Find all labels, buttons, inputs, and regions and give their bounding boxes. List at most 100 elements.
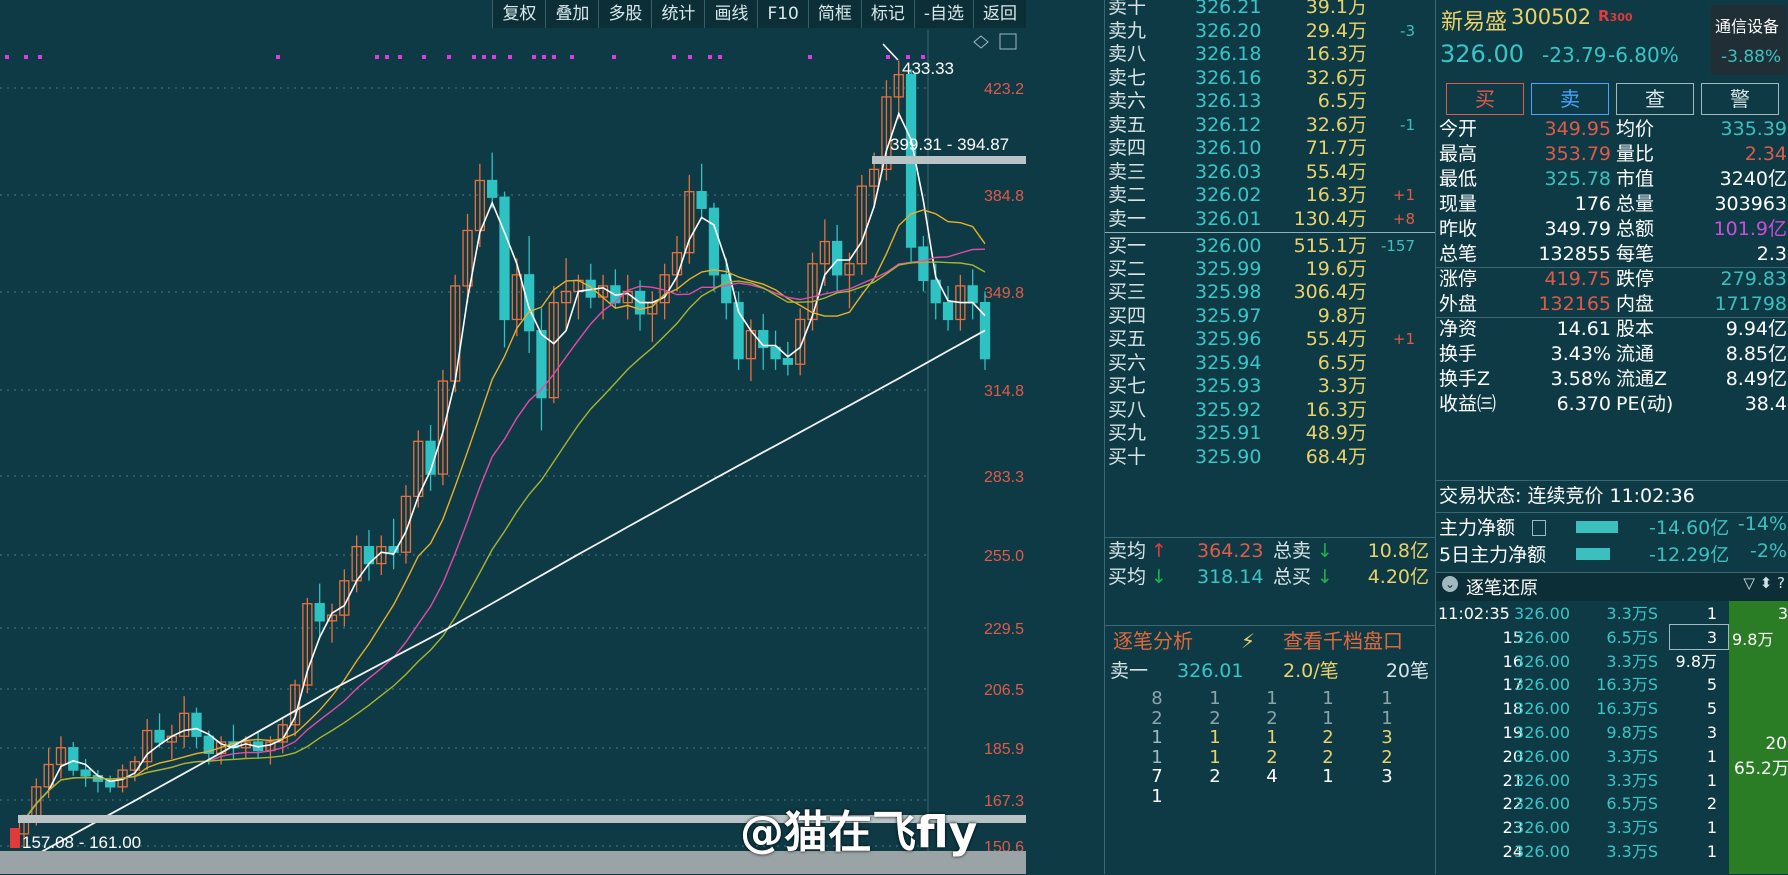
main-flow-bar xyxy=(1576,521,1618,533)
toolbar-button-0[interactable]: 复权 xyxy=(492,0,545,28)
high-price-label: 433.33 xyxy=(902,59,954,78)
trade-cell: 1 xyxy=(1706,842,1717,861)
ask-level-label: 卖七 xyxy=(1108,66,1147,89)
stat-label: 量比 xyxy=(1616,143,1655,165)
sell-button[interactable]: 卖 xyxy=(1531,83,1609,115)
tick-analysis-tab[interactable]: 逐笔分析 xyxy=(1113,629,1193,653)
event-marker xyxy=(708,55,712,59)
ask-row[interactable]: 卖八 326.18 16.3万 xyxy=(1105,41,1435,67)
ask-row[interactable]: 卖一 326.01 130.4万 +8 xyxy=(1105,206,1435,232)
ask-row[interactable]: 卖六 326.13 6.5万 xyxy=(1105,88,1435,114)
tick-grid-row: 7 2 4 1 3 xyxy=(1105,766,1435,788)
ask-row[interactable]: 卖四 326.10 71.7万 xyxy=(1105,135,1435,161)
trade-cell: 326.00 xyxy=(1514,818,1570,838)
badge-sub: 300 xyxy=(1609,11,1633,24)
candle-body xyxy=(967,285,978,304)
candle-body xyxy=(43,763,54,788)
bid-row[interactable]: 买一 326.00 515.1万 -157 xyxy=(1105,232,1435,259)
down-arrow-icon: ↓ xyxy=(1317,540,1333,562)
sector-change: -3.88% xyxy=(1721,47,1782,67)
ask-row[interactable]: 卖十 326.21 39.1万 xyxy=(1105,0,1435,20)
price-tick-label: 206.5 xyxy=(984,682,1024,699)
bid-row[interactable]: 买七 325.93 3.3万 xyxy=(1105,373,1435,399)
price-tick-label: 423.2 xyxy=(984,81,1024,98)
candle-body xyxy=(807,263,818,321)
bid-volume: 515.1万 xyxy=(1293,235,1367,257)
ask-average-row: 卖均 ↑ 364.23 总卖 ↓ 10.8亿 xyxy=(1105,537,1435,564)
candle-body xyxy=(536,329,547,399)
toolbar-button-7[interactable]: 标记 xyxy=(860,0,914,28)
toolbar-button-9[interactable]: 返回 xyxy=(973,0,1026,28)
kline-chart-panel[interactable]: 复权 叠加 多股 统计 画线 F10 简框 标记 -自选 返回 423.2 384.8 349.8 31… xyxy=(0,0,1026,874)
ask-level-label: 卖三 xyxy=(1108,160,1147,183)
event-marker xyxy=(921,55,925,59)
trade-cell: 11:02:35 xyxy=(1438,604,1510,623)
bid-row[interactable]: 买四 325.97 9.8万 xyxy=(1105,303,1435,329)
divider xyxy=(1436,267,1788,268)
toolbar-button-5[interactable]: F10 xyxy=(757,0,807,28)
toolbar-button-2[interactable]: 多股 xyxy=(598,0,651,28)
bid-row[interactable]: 买六 325.94 6.5万 xyxy=(1105,350,1435,376)
bid-volume: 9.8万 xyxy=(1317,304,1367,327)
tick-grid-cell: 2 xyxy=(1209,766,1221,787)
ask-price: 326.03 xyxy=(1195,160,1262,183)
trade-row: 11:02:35 326.00 3.3万S 1 3 xyxy=(1436,602,1788,626)
event-marker xyxy=(492,55,496,59)
bid-row[interactable]: 买二 325.99 19.6万 xyxy=(1105,256,1435,282)
flow5-bar xyxy=(1576,548,1610,560)
candle-body xyxy=(462,229,473,287)
toolbar-button-8[interactable]: -自选 xyxy=(913,0,973,28)
ask-row[interactable]: 卖三 326.03 55.4万 xyxy=(1105,159,1435,185)
candle-body xyxy=(881,96,892,171)
buy-button[interactable]: 买 xyxy=(1446,83,1524,115)
bid-row[interactable]: 买八 325.92 16.3万 xyxy=(1105,397,1435,423)
list-icon[interactable] xyxy=(1532,520,1546,536)
stat-label: 现量 xyxy=(1439,193,1478,215)
filter-sort-help-icons[interactable]: ▽ ⬍ ? xyxy=(1743,574,1785,592)
trade-cell: 3 xyxy=(1777,604,1788,623)
collapse-icon[interactable]: ⌄ xyxy=(1442,576,1458,592)
total-buy-label: 总买 xyxy=(1273,566,1312,588)
toolbar-button-6[interactable]: 简框 xyxy=(807,0,861,28)
bid-row[interactable]: 买五 325.96 55.4万 +1 xyxy=(1105,326,1435,352)
ask-row[interactable]: 卖七 326.16 32.6万 xyxy=(1105,65,1435,91)
candle-body xyxy=(191,712,202,737)
stat-value: 3240亿 xyxy=(1719,168,1787,190)
candle-body xyxy=(388,545,399,553)
gap-lower-band xyxy=(18,815,1026,823)
ask-row[interactable]: 卖九 326.20 29.4万 -3 xyxy=(1105,18,1435,44)
ask-volume: 130.4万 xyxy=(1293,207,1367,230)
candlestick-chart[interactable]: 423.2 384.8 349.8 314.8 283.3 255.0 229.5 206.5… xyxy=(0,0,1026,874)
toolbar-button-1[interactable]: 叠加 xyxy=(545,0,598,28)
bid-avg-label: 买均 xyxy=(1108,566,1147,588)
candle-body xyxy=(277,724,288,743)
candle-body xyxy=(868,168,880,187)
candle-body xyxy=(376,545,387,565)
stat-label: 市值 xyxy=(1616,168,1655,190)
candle-body xyxy=(560,290,572,304)
stat-label: 跌停 xyxy=(1616,268,1655,290)
trade-cell: 17 xyxy=(1502,675,1523,695)
bid-volume-change: +1 xyxy=(1392,330,1415,348)
alert-button[interactable]: 警 xyxy=(1701,83,1779,115)
bid-row[interactable]: 买九 325.91 48.9万 xyxy=(1105,420,1435,446)
view-thousand-level-link[interactable]: 查看千档盘口 xyxy=(1283,629,1403,653)
toolbar-button-4[interactable]: 画线 xyxy=(704,0,757,28)
trade-cell: 326.00 xyxy=(1514,699,1570,719)
query-button[interactable]: 查 xyxy=(1616,83,1694,115)
bid-row[interactable]: 买十 325.90 68.4万 xyxy=(1105,444,1435,470)
order-book-panel: 卖十 326.21 39.1万 卖九 326.20 29.4万 -3 卖八 326.18 16.3… xyxy=(1104,0,1435,874)
bid-row[interactable]: 买三 325.98 306.4万 xyxy=(1105,279,1435,305)
candle-body xyxy=(844,263,855,276)
ask-row[interactable]: 卖五 326.12 32.6万 -1 xyxy=(1105,112,1435,138)
stat-value: 349.95 xyxy=(1544,118,1611,140)
candle-body xyxy=(499,196,510,321)
tick-grid-cell: 1 xyxy=(1381,688,1393,709)
stat-value: 8.85亿 xyxy=(1725,343,1787,365)
sector-box[interactable]: 通信设备 -3.88% xyxy=(1711,5,1787,75)
trade-row: 19 326.00 9.8万S 3 xyxy=(1436,721,1788,745)
bid-volume: 6.5万 xyxy=(1317,351,1367,374)
bid-price: 325.99 xyxy=(1195,257,1262,280)
ask-row[interactable]: 卖二 326.02 16.3万 +1 xyxy=(1105,182,1435,208)
toolbar-button-3[interactable]: 统计 xyxy=(651,0,704,28)
